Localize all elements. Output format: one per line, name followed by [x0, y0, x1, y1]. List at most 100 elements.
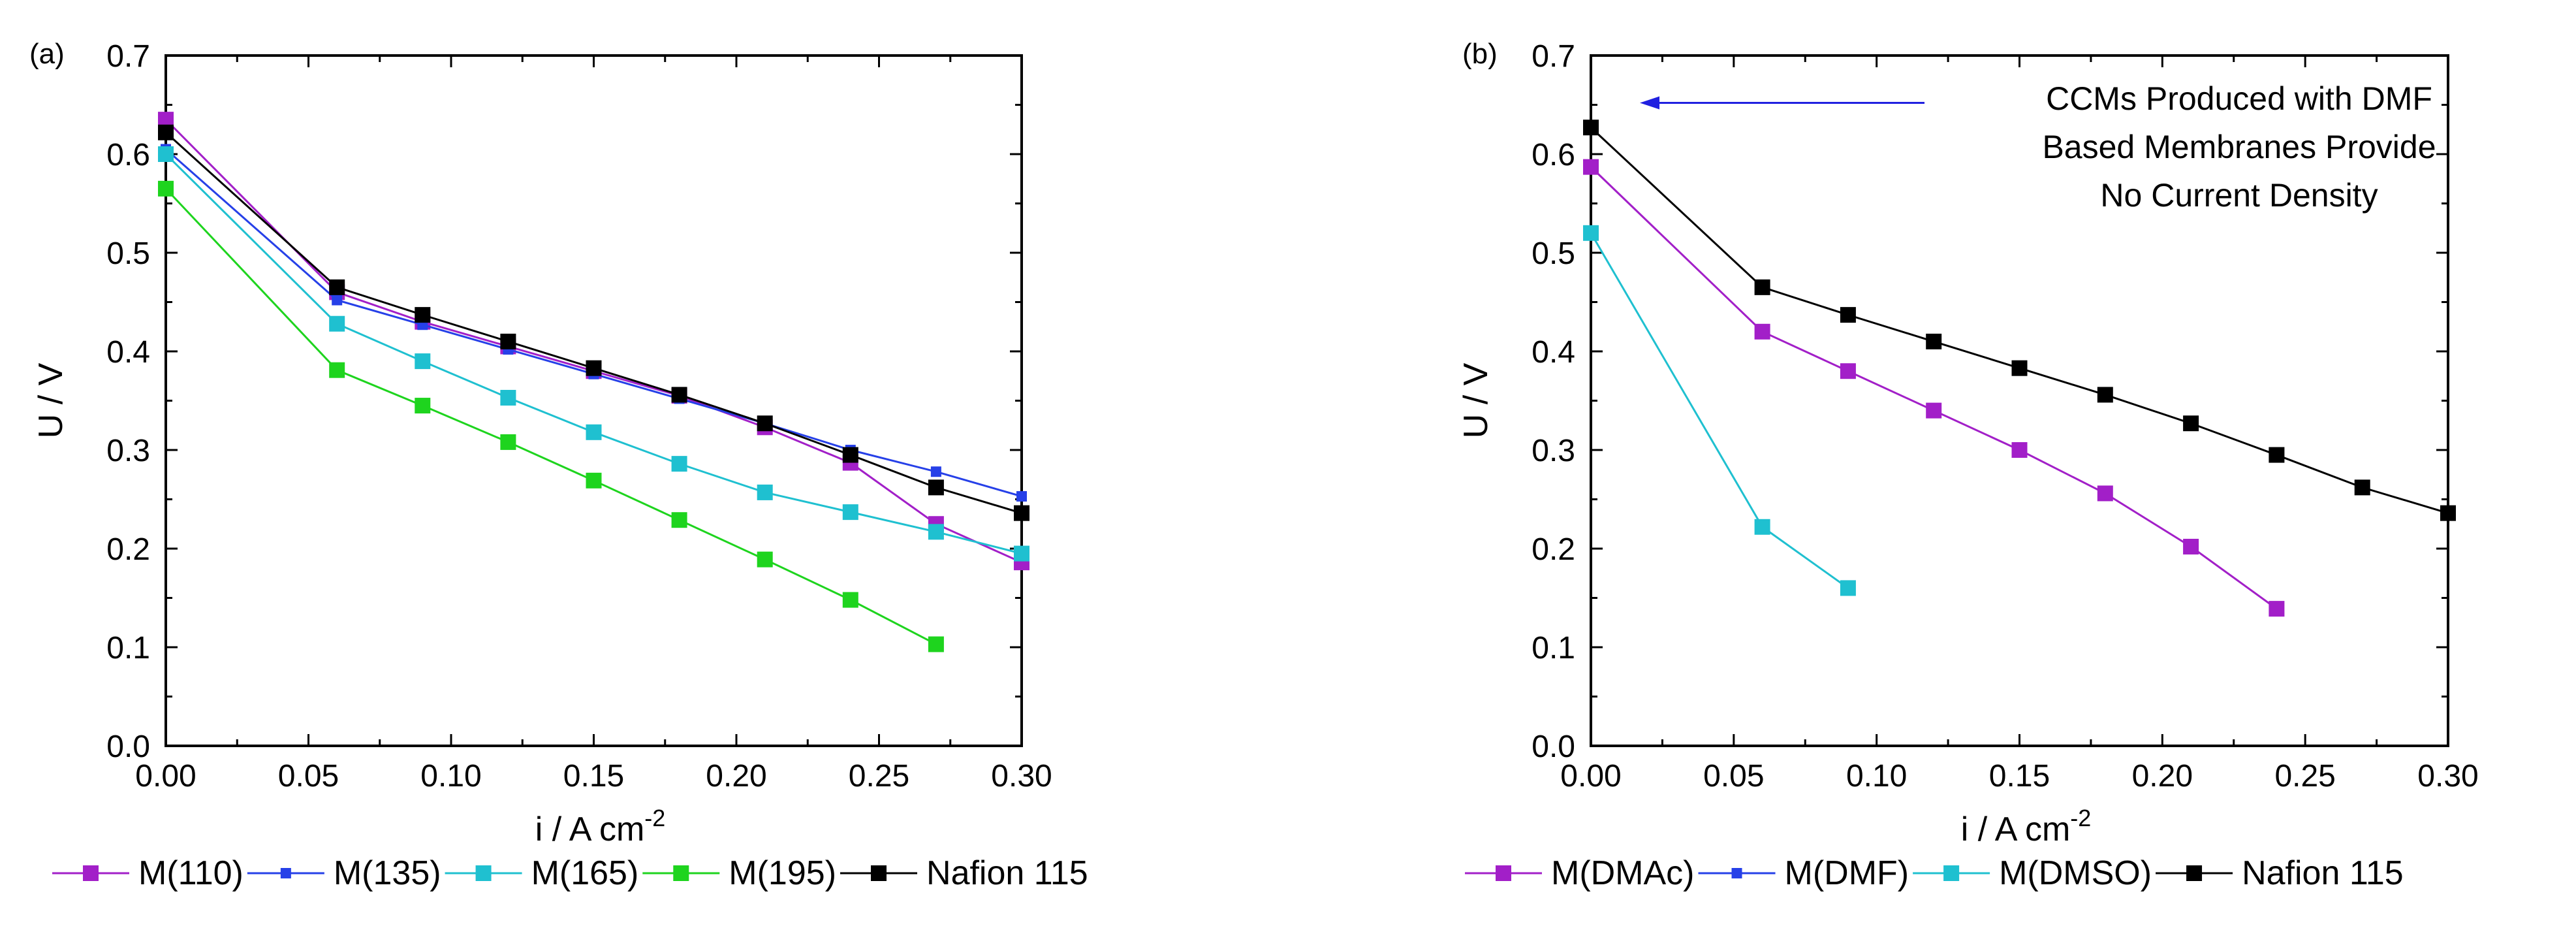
data-point: [1840, 580, 1856, 596]
x-tick-label: 0.05: [278, 759, 339, 794]
panel-label: (b): [1462, 38, 1498, 70]
data-point: [586, 472, 602, 489]
legend-item: M(DMAc): [1465, 854, 1695, 892]
legend-label: M(110): [138, 854, 243, 892]
legend-item: M(DMSO): [1913, 854, 2152, 892]
data-point: [930, 466, 941, 477]
data-point: [415, 353, 431, 370]
annotation-line: Based Membranes Provide: [2042, 129, 2436, 165]
y-tick-label: 0.6: [106, 138, 150, 172]
legend-swatch-marker: [83, 865, 99, 881]
x-tick-label: 0.10: [420, 759, 481, 794]
legend-swatch-marker: [1496, 865, 1511, 881]
x-axis-title-sup: -2: [644, 805, 665, 831]
data-point: [671, 387, 687, 403]
data-point: [2354, 479, 2370, 496]
data-point: [2269, 601, 2285, 617]
y-tick-label: 0.6: [1531, 138, 1575, 172]
legend-label: M(165): [531, 854, 639, 892]
legend-label: M(135): [334, 854, 441, 892]
data-point: [2097, 485, 2113, 502]
data-point: [329, 279, 345, 295]
legend-label: M(DMAc): [1551, 854, 1695, 892]
x-tick-label: 0.20: [2132, 759, 2193, 794]
series-line: [165, 153, 1022, 555]
annotation-arrowhead: [1640, 96, 1659, 110]
data-point: [2269, 447, 2285, 463]
data-point: [586, 424, 602, 440]
series-line: [165, 187, 937, 645]
series-line: [165, 119, 1022, 564]
annotation-line: No Current Density: [2100, 177, 2378, 214]
data-point: [1583, 159, 1599, 175]
y-tick-label: 0.0: [1531, 730, 1575, 764]
x-axis-title-main: i / A cm: [1961, 811, 2071, 848]
data-point: [1583, 225, 1599, 241]
series-line: [1590, 127, 2449, 515]
data-point: [928, 524, 944, 540]
data-point: [671, 512, 687, 528]
legend-label: Nafion 115: [926, 854, 1088, 892]
x-tick-label: 0.15: [1989, 759, 2050, 794]
x-tick-label: 0.30: [991, 759, 1052, 794]
x-axis-title-main: i / A cm: [535, 811, 645, 848]
data-point: [2097, 387, 2113, 403]
x-axis-title: i / A cm-2: [1961, 805, 2092, 848]
data-point: [757, 415, 773, 432]
legend-item: M(135): [247, 854, 441, 892]
legend-swatch-marker: [871, 865, 887, 881]
series-m-195-: [158, 180, 944, 652]
chart-panel-b: 0.00 0.05 0.10 0.15 0.20 0.25 0.30 0.0 0.1 0.2 0.3…: [1457, 38, 2479, 892]
y-tick-label: 0.1: [106, 631, 150, 666]
legend-label: M(DMF): [1785, 854, 1909, 892]
data-point: [329, 315, 345, 332]
x-axis-title: i / A cm-2: [535, 805, 666, 848]
y-tick-label: 0.3: [106, 434, 150, 468]
legend-label: Nafion 115: [2242, 854, 2404, 892]
series-line: [1590, 233, 1849, 589]
y-tick-label: 0.2: [1531, 532, 1575, 567]
legend-swatch-marker: [1943, 865, 1960, 881]
data-point: [500, 434, 516, 450]
data-point: [842, 592, 858, 608]
x-axis-title-sup: -2: [2070, 805, 2091, 831]
data-point: [757, 551, 773, 568]
y-tick-label: 0.4: [1531, 335, 1575, 370]
y-tick-label: 0.1: [1531, 631, 1575, 666]
x-tick-label: 0.25: [2274, 759, 2335, 794]
data-point: [2183, 538, 2199, 554]
legend-swatch-marker: [280, 868, 291, 878]
data-point: [842, 504, 858, 521]
data-point: [2011, 442, 2028, 458]
x-tick-label: 0.25: [849, 759, 909, 794]
series-nafion-115: [158, 124, 1029, 521]
legend-item: M(DMF): [1698, 854, 1909, 892]
annotation: CCMs Produced with DMF Based Membranes Pr…: [1640, 80, 2436, 214]
legend-item: Nafion 115: [840, 854, 1088, 892]
x-tick-label: 0.00: [135, 759, 196, 794]
x-tick-label: 0.15: [563, 759, 624, 794]
data-point: [500, 389, 516, 406]
data-point: [1014, 545, 1029, 562]
data-point: [2440, 505, 2456, 521]
legend-swatch-marker: [2186, 865, 2203, 881]
data-point: [415, 398, 431, 414]
data-point: [332, 295, 343, 306]
data-point: [1016, 490, 1027, 502]
data-point: [757, 484, 773, 500]
legend-label: M(DMSO): [1999, 854, 2152, 892]
data-point: [1840, 307, 1856, 323]
data-point: [586, 360, 602, 376]
panel-label: (a): [29, 38, 65, 70]
data-point: [1926, 402, 1942, 419]
data-point: [1583, 120, 1599, 136]
y-tick-label: 0.5: [106, 236, 150, 271]
legend-item: M(195): [642, 854, 836, 892]
data-point: [928, 636, 944, 652]
legend-label: M(195): [729, 854, 836, 892]
data-point: [1840, 363, 1856, 379]
series-nafion-115: [1583, 120, 2456, 521]
legend: M(DMAc) M(DMF) M(DMSO) Nafion 115: [1465, 854, 2404, 892]
legend-item: Nafion 115: [2156, 854, 2404, 892]
data-point: [671, 456, 687, 472]
